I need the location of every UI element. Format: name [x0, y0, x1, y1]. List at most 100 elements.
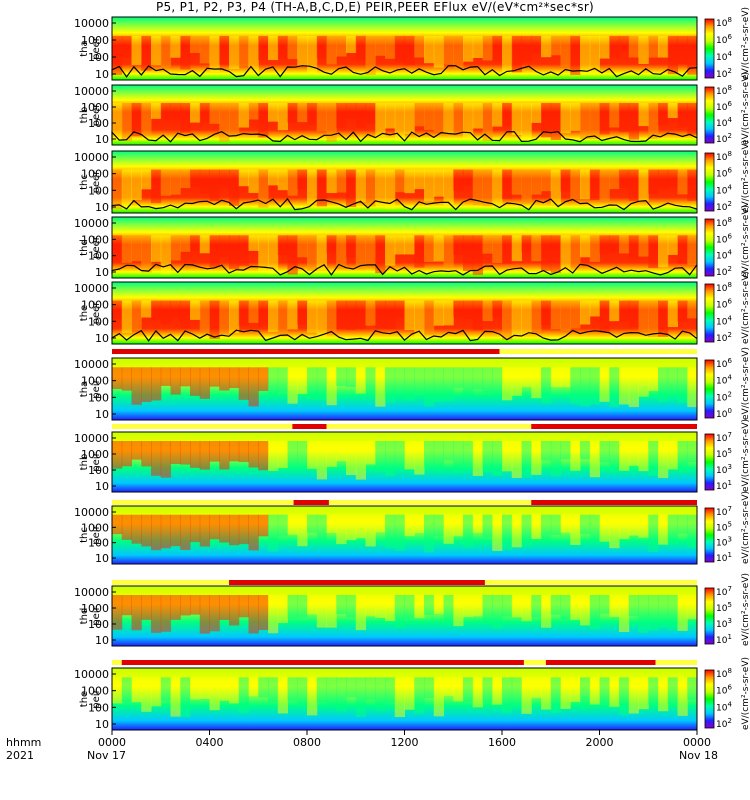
mode-bar-segment — [121, 660, 524, 665]
panel-frame — [111, 431, 698, 493]
y-label-probe: thc — [79, 527, 90, 543]
mode-bar-segment — [499, 349, 697, 354]
mode-bar-segment — [655, 660, 697, 665]
x-tick-label: 0000 — [683, 736, 711, 749]
colorbar-tick-label: 105 — [716, 601, 732, 614]
colorbar-tick-label: 107 — [716, 585, 732, 598]
colorbar-units-label: eV/(cm²-s-sr-eV) — [741, 657, 750, 730]
colorbar-units-label: eV/(cm²-s-sr-eV) — [741, 347, 750, 420]
colorbar-tick-label: 102 — [716, 390, 732, 403]
colorbar-tick-label: 104 — [716, 50, 732, 63]
y-label-probe: tha — [79, 381, 90, 397]
y-tick-label: 100 — [88, 250, 109, 263]
y-tick-label: 10000 — [74, 17, 109, 30]
colorbar-tick-label: 101 — [716, 633, 732, 646]
colorbar-units-label: eV/(cm²-s-sr-eV) — [741, 271, 750, 344]
electron-edge-line — [111, 130, 698, 143]
y-tick-label: 100 — [88, 184, 109, 197]
colorbar-tick-label: 102 — [716, 717, 732, 730]
colorbar-tick-label: 102 — [716, 67, 732, 80]
panel-frame — [111, 357, 698, 421]
y-tick-label: 100 — [88, 391, 109, 404]
colorbar — [704, 433, 715, 491]
panel-thd-peir: thd peir 10000 1000 100 10 107 105 103 101 eV/(cm²… — [74, 573, 750, 647]
x-tick-label: 0800 — [293, 736, 321, 749]
y-tick-label: 10000 — [74, 586, 109, 599]
y-tick-label: 10 — [95, 718, 109, 731]
colorbar-tick-label: 108 — [716, 150, 732, 163]
y-label-product: peir — [91, 688, 102, 708]
panel-frame — [111, 84, 698, 146]
colorbar-tick-label: 106 — [716, 684, 732, 697]
y-tick-label: 100 — [88, 537, 109, 550]
colorbar-tick-label: 105 — [716, 447, 732, 460]
y-tick-label: 1000 — [81, 521, 109, 534]
mode-bar-segment — [531, 424, 697, 429]
colorbar-tick-label: 104 — [716, 249, 732, 262]
y-tick-label: 10 — [95, 480, 109, 493]
y-tick-label: 10000 — [74, 668, 109, 681]
colorbar — [704, 152, 715, 212]
colorbar-tick-label: 102 — [716, 331, 732, 344]
x-date-left: Nov 17 — [87, 749, 126, 762]
panel-frame — [111, 16, 698, 81]
y-tick-label: 100 — [88, 464, 109, 477]
x-tick-label: 0000 — [98, 736, 126, 749]
colorbar-tick-label: 106 — [716, 232, 732, 245]
mode-bar-segment — [293, 500, 329, 505]
panel-the-peir: the peir 10000 1000 100 10 108 106 104 102 eV/(cm²… — [74, 657, 750, 731]
colorbar-units-label: eV/(cm²-s-sr-eV) — [741, 72, 750, 145]
y-label-product: peir — [91, 378, 102, 398]
colorbar-units-label: eV/(cm²-s-sr-eV) — [741, 140, 750, 213]
y-label-product: peir — [91, 524, 102, 544]
colorbar — [704, 359, 715, 419]
y-label-product: peer — [91, 36, 102, 60]
y-tick-label: 1000 — [81, 34, 109, 47]
x-tick-label: 1200 — [391, 736, 419, 749]
y-tick-label: 10000 — [74, 282, 109, 295]
colorbar-tick-label: 101 — [716, 551, 732, 564]
colorbar-units-label: eV/(cm²-s-sr-eV) — [741, 7, 750, 80]
mode-bar-segment — [112, 500, 294, 505]
y-tick-label: 10 — [95, 133, 109, 146]
colorbar-units-label: eV/(cm²-s-sr-eV) — [741, 573, 750, 646]
y-tick-label: 100 — [88, 117, 109, 130]
panel-tha-peir: tha peir 10000 1000 100 10 106 104 102 100 eV/(cm²… — [74, 347, 750, 421]
colorbar — [704, 18, 715, 79]
y-tick-label: 100 — [88, 315, 109, 328]
mode-bar-segment — [112, 580, 229, 585]
colorbar-tick-label: 104 — [716, 700, 732, 713]
colorbar-units-label: eV/(cm²-s-sr-eV) — [741, 205, 750, 278]
y-tick-label: 10000 — [74, 85, 109, 98]
y-tick-label: 10 — [95, 332, 109, 345]
y-tick-label: 10000 — [74, 432, 109, 445]
y-tick-label: 1000 — [81, 685, 109, 698]
colorbar-tick-label: 102 — [716, 132, 732, 145]
y-tick-label: 100 — [88, 51, 109, 64]
colorbar-tick-label: 108 — [716, 16, 732, 29]
y-tick-label: 10 — [95, 68, 109, 81]
electron-edge-line — [111, 65, 698, 78]
colorbar-tick-label: 102 — [716, 265, 732, 278]
panel-frame — [111, 505, 698, 565]
y-tick-label: 1000 — [81, 168, 109, 181]
colorbar-tick-label: 108 — [716, 281, 732, 294]
electron-edge-line — [111, 329, 698, 342]
y-tick-label: 1000 — [81, 233, 109, 246]
y-label-probe: thc — [79, 174, 90, 190]
panel-thc-peir: thc peir 10000 1000 100 10 107 105 103 101 eV/(cm²… — [74, 491, 750, 565]
mode-bar-segment — [531, 500, 697, 505]
y-label-probe: thb — [79, 454, 90, 471]
colorbar-tick-label: 100 — [716, 407, 732, 420]
colorbar — [704, 587, 715, 645]
mode-bar-segment — [523, 660, 546, 665]
x-tick-label: 0400 — [196, 736, 224, 749]
x-axis-label-hhmm: hhmm — [6, 736, 41, 749]
mode-bar-segment — [292, 424, 327, 429]
colorbar-tick-label: 106 — [716, 357, 732, 370]
colorbar — [704, 669, 715, 729]
colorbar-units-label: eV/(cm²-s-sr-eV) — [741, 491, 750, 564]
y-label-product: peer — [91, 235, 102, 259]
colorbar-tick-label: 106 — [716, 298, 732, 311]
